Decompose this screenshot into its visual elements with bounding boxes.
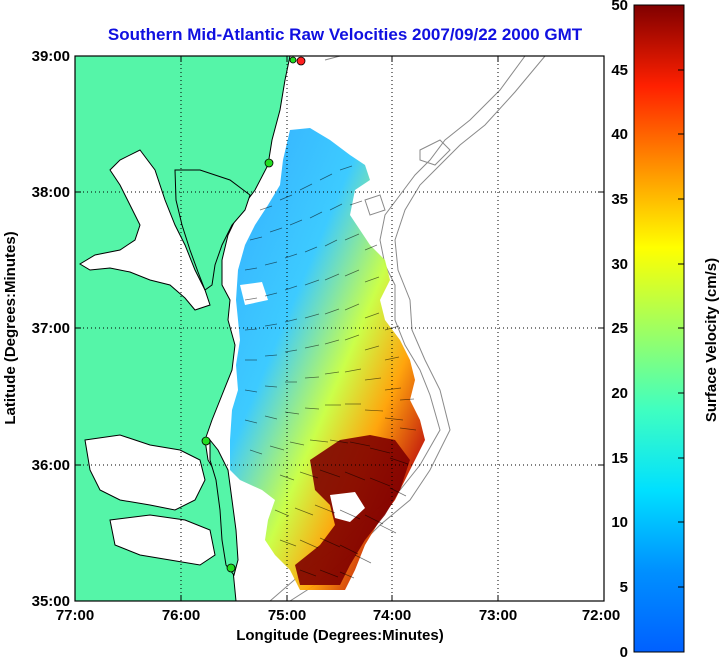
colorbar-tick-label: 20 <box>611 385 628 402</box>
land-mass <box>75 56 291 601</box>
colorbar: 50 45 40 35 30 25 20 15 10 5 0 Surface V… <box>611 0 720 659</box>
y-tick-label: 37:00 <box>32 320 70 337</box>
velocity-vectors <box>244 165 417 579</box>
radar-site-marker <box>296 56 306 66</box>
radar-sites <box>201 56 306 573</box>
radar-site-marker <box>226 563 236 573</box>
y-tick-label: 36:00 <box>32 457 70 474</box>
x-tick-label: 73:00 <box>479 607 517 624</box>
colorbar-tick-label: 40 <box>611 126 628 143</box>
colorbar-tick-label: 5 <box>620 579 628 596</box>
radar-site-marker <box>264 158 274 168</box>
y-axis-label: Latitude (Degrees:Minutes) <box>2 231 19 424</box>
grid-lines <box>75 56 604 601</box>
radar-site-marker <box>289 56 297 64</box>
y-tick-label: 35:00 <box>32 593 70 610</box>
velocity-field <box>230 128 425 590</box>
colorbar-ticks <box>678 69 684 588</box>
colorbar-tick-label: 50 <box>611 0 628 14</box>
x-tick-label: 74:00 <box>373 607 411 624</box>
tick-marks <box>75 56 604 601</box>
colorbar-tick-label: 45 <box>611 62 628 79</box>
y-tick-labels: 39:00 38:00 37:00 36:00 35:00 <box>32 48 70 610</box>
x-tick-label: 77:00 <box>56 607 94 624</box>
y-tick-label: 39:00 <box>32 48 70 65</box>
colorbar-tick-label: 0 <box>620 644 628 659</box>
x-tick-label: 72:00 <box>582 607 620 624</box>
colorbar-tick-label: 25 <box>611 320 628 337</box>
colorbar-tick-label: 15 <box>611 450 628 467</box>
y-tick-label: 38:00 <box>32 184 70 201</box>
chart-title: Southern Mid-Atlantic Raw Velocities 200… <box>108 25 583 44</box>
colorbar-tick-label: 30 <box>611 256 628 273</box>
x-tick-labels: 77:00 76:00 75:00 74:00 73:00 72:00 <box>56 607 620 624</box>
x-tick-label: 76:00 <box>162 607 200 624</box>
x-axis-label: Longitude (Degrees:Minutes) <box>236 627 444 644</box>
colorbar-label: Surface Velocity (cm/s) <box>703 258 720 422</box>
plot-area <box>75 56 604 601</box>
colorbar-tick-label: 35 <box>611 191 628 208</box>
colorbar-gradient <box>633 4 685 653</box>
colorbar-tick-label: 10 <box>611 514 628 531</box>
x-tick-label: 75:00 <box>268 607 306 624</box>
radar-site-marker <box>201 436 211 446</box>
